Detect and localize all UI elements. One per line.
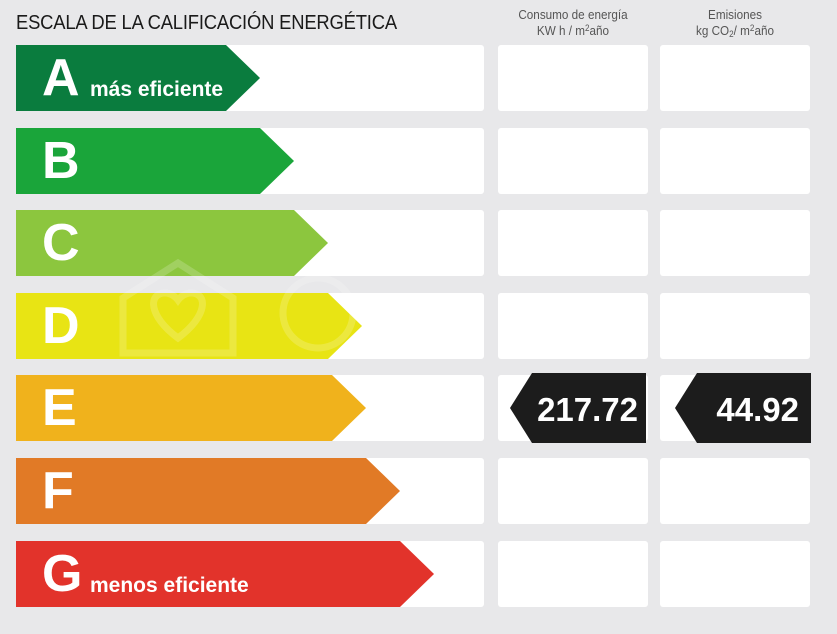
rating-row-b: B — [0, 128, 837, 194]
emisiones-cell — [660, 458, 810, 524]
consumo-value: 217.72 — [537, 391, 638, 428]
rating-arrow-g — [16, 541, 434, 607]
emisiones-cell — [660, 210, 810, 276]
rating-arrow-d — [16, 293, 362, 359]
rating-row-d: D — [0, 293, 837, 359]
emisiones-cell — [660, 541, 810, 607]
rating-arrow-a — [16, 45, 260, 111]
rating-letter: G — [42, 545, 83, 603]
rating-letter: E — [42, 379, 77, 437]
consumo-cell — [498, 541, 648, 607]
rating-arrow-b — [16, 128, 294, 194]
rating-arrow-c — [16, 210, 328, 276]
rating-row-a: A más eficiente — [0, 45, 837, 111]
rating-arrow-e — [16, 375, 366, 441]
consumo-cell — [498, 458, 648, 524]
scale-title: ESCALA DE LA CALIFICACIÓN ENERGÉTICA — [16, 12, 397, 34]
rating-sublabel: más eficiente — [90, 78, 224, 101]
consumo-cell — [498, 210, 648, 276]
emisiones-cell — [660, 293, 810, 359]
consumo-header-line1: Consumo de energía — [518, 7, 628, 22]
emisiones-value: 44.92 — [716, 391, 799, 428]
emisiones-value-badge — [675, 373, 811, 443]
emisiones-cell — [660, 45, 810, 111]
rating-sublabel: menos eficiente — [90, 574, 249, 597]
consumo-cell — [498, 128, 648, 194]
rating-letter: D — [42, 297, 80, 355]
consumo-cell — [498, 293, 648, 359]
emisiones-header-unit: kg CO2/ m2año — [696, 23, 774, 39]
rating-letter: B — [42, 132, 80, 190]
rating-letter: F — [42, 462, 74, 520]
emisiones-cell — [660, 128, 810, 194]
rating-letter: C — [42, 214, 80, 272]
consumo-column-header: Consumo de energía KW h / m2año — [504, 7, 643, 39]
emisiones-header-line1: Emisiones — [708, 7, 762, 22]
rating-row-c: C — [0, 210, 837, 276]
emisiones-column-header: Emisiones kg CO2/ m2año — [666, 7, 805, 39]
consumo-header-unit: KW h / m2año — [536, 23, 610, 38]
consumo-value-badge — [510, 373, 646, 443]
rating-row-f: F — [0, 458, 837, 524]
rating-row-g: G menos eficiente — [0, 541, 837, 607]
rating-row-e: E 217.72 44.92 — [0, 373, 837, 443]
rating-arrow-f — [16, 458, 400, 524]
consumo-cell — [498, 45, 648, 111]
rating-letter: A — [42, 49, 80, 107]
